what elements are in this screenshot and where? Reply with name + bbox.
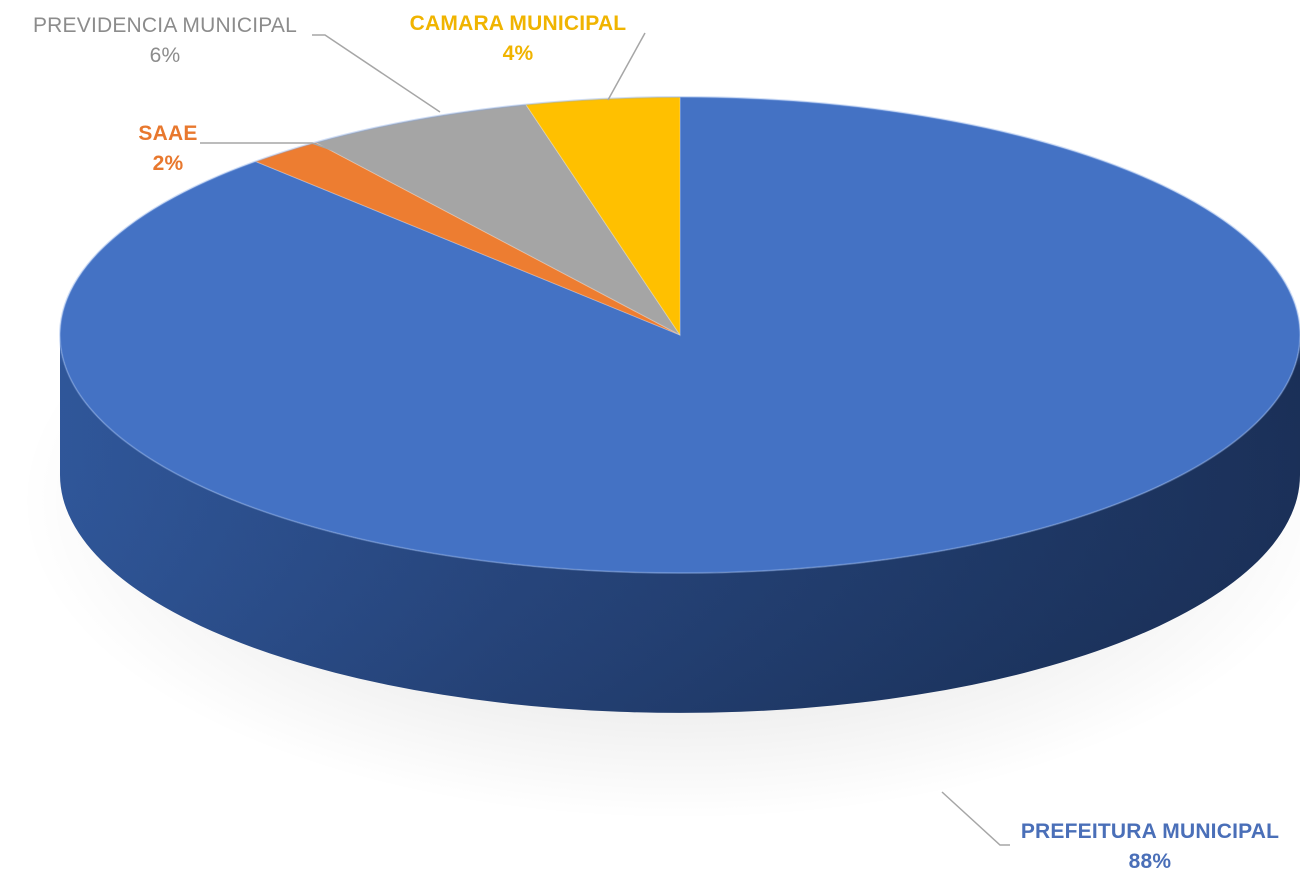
pie-side (60, 335, 1300, 713)
data-label-pct-3: 4% (503, 42, 534, 65)
data-label-2: PREVIDENCIA MUNICIPAL 6% (33, 14, 297, 67)
leader-line-2 (312, 34, 441, 113)
pie-slice-2 (314, 103, 681, 336)
data-label-pct-1: 2% (153, 152, 184, 175)
data-label-name-1: SAAE (138, 122, 197, 145)
pie-slice-3 (524, 96, 681, 337)
pie-rim (59, 96, 1300, 574)
data-label-1: SAAE 2% (138, 122, 197, 175)
pie-side-shine-0 (60, 335, 1300, 713)
pie-slice-0 (59, 96, 1300, 574)
leader-line-0 (941, 791, 1010, 846)
data-label-name-3: CAMARA MUNICIPAL (410, 12, 627, 35)
pie-slice-1 (254, 141, 681, 336)
data-label-pct-2: 6% (150, 44, 181, 67)
data-label-pct-0: 88% (1129, 850, 1172, 873)
pie-top (59, 96, 1300, 574)
data-label-3: CAMARA MUNICIPAL 4% (410, 12, 627, 65)
data-label-0: PREFEITURA MUNICIPAL 88% (1021, 820, 1279, 873)
leader-line-3 (607, 32, 646, 101)
data-labels: PREFEITURA MUNICIPAL 88% SAAE 2% PREVIDENCIA… (33, 12, 1279, 873)
data-label-name-2: PREVIDENCIA MUNICIPAL (33, 14, 297, 37)
leader-line-1 (200, 142, 333, 151)
data-label-name-0: PREFEITURA MUNICIPAL (1021, 820, 1279, 843)
leader-lines (200, 32, 1010, 846)
